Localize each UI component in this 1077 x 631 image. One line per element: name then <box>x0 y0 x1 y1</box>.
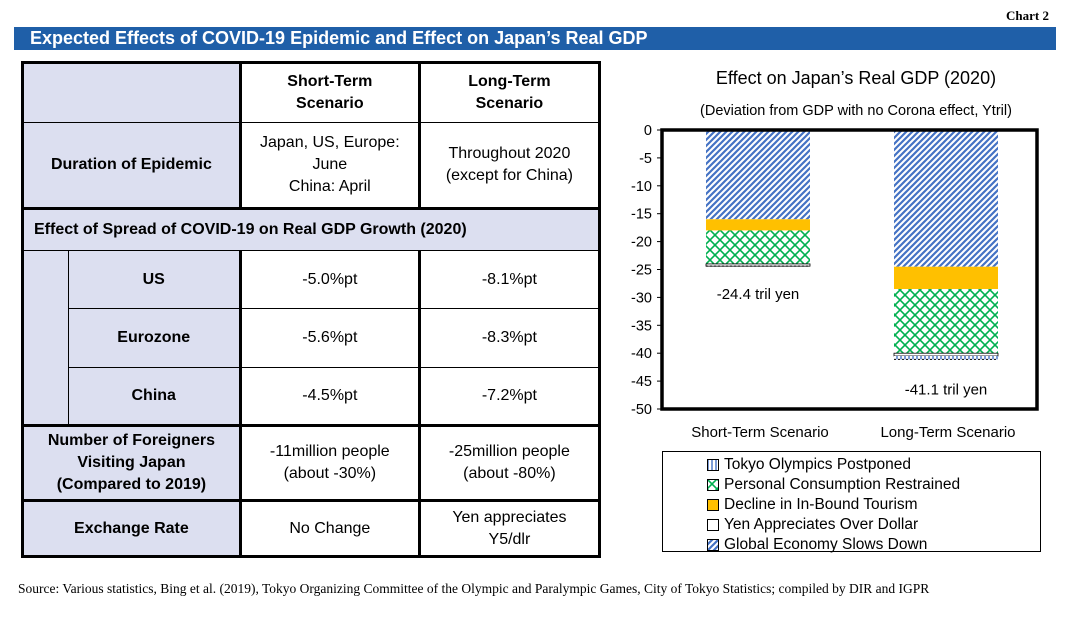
gdp-long-us: -8.1%pt <box>418 250 602 309</box>
y-tick-label: -5 <box>639 151 652 167</box>
chart-subtitle: (Deviation from GDP with no Corona effec… <box>700 103 1012 119</box>
x-tick-label: Long-Term Scenario <box>880 424 1015 441</box>
gdp-long-china: -7.2%pt <box>418 367 602 427</box>
y-tick-label: -25 <box>631 263 652 279</box>
row-label-foreigners: Number of Foreigners Visiting Japan (Compa… <box>21 425 242 502</box>
legend-item: Tokyo Olympics Postponed <box>707 455 1040 475</box>
gdp-short-eurozone: -5.6%pt <box>239 308 421 368</box>
y-tick-label: -45 <box>631 374 652 390</box>
bar-segment <box>706 219 810 231</box>
chart-legend: Tokyo Olympics Postponed Personal Consump… <box>662 451 1041 555</box>
gdp-row-label: Eurozone <box>67 308 242 368</box>
gdp-indent <box>21 250 69 427</box>
legend-swatch <box>707 459 719 471</box>
y-tick-label: -20 <box>631 235 652 251</box>
gdp-section-label: Effect of Spread of COVID-19 on Real GDP… <box>21 208 601 251</box>
legend-label: Yen Appreciates Over Dollar <box>724 516 919 533</box>
bar-segment <box>706 230 810 264</box>
legend-item: Yen Appreciates Over Dollar <box>707 515 1040 535</box>
bar-segment <box>894 266 998 290</box>
legend-label: Tokyo Olympics Postponed <box>724 456 911 473</box>
legend-swatch <box>707 479 719 491</box>
row-label-exchange: Exchange Rate <box>21 500 242 558</box>
gdp-short-us: -5.0%pt <box>239 250 421 309</box>
page-title: Expected Effects of COVID-19 Epidemic an… <box>14 27 1056 50</box>
bar-segment <box>894 355 998 360</box>
legend-swatch <box>707 519 719 531</box>
table-corner <box>21 61 242 123</box>
y-tick-label: -10 <box>631 179 652 195</box>
y-tick-label: -15 <box>631 207 652 223</box>
bar-segment <box>894 130 998 267</box>
y-tick-label: -40 <box>631 346 652 362</box>
duration-short: Japan, US, Europe: June China: April <box>239 122 421 210</box>
source-note: Source: Various statistics, Bing et al. … <box>18 581 930 596</box>
foreigners-long: -25million people (about -80%) <box>418 425 602 502</box>
y-tick-label: -30 <box>631 290 652 306</box>
plot-frame <box>660 128 1039 411</box>
bar-segment <box>706 130 810 220</box>
gdp-short-china: -4.5%pt <box>239 367 421 427</box>
legend-item: Global Economy Slows Down <box>707 535 1040 555</box>
legend-item: Decline in In-Bound Tourism <box>707 495 1040 515</box>
bar-segment <box>894 289 998 354</box>
gdp-long-eurozone: -8.3%pt <box>418 308 602 368</box>
row-label-duration: Duration of Epidemic <box>21 122 242 210</box>
exchange-short: No Change <box>239 500 421 558</box>
duration-long: Throughout 2020 (except for China) <box>418 122 602 210</box>
y-tick-label: 0 <box>644 123 652 139</box>
chart-number: Chart 2 <box>1006 8 1049 23</box>
legend-label: Global Economy Slows Down <box>724 536 928 553</box>
x-tick-label: Short-Term Scenario <box>691 424 829 441</box>
data-label: -24.4 tril yen <box>717 286 800 303</box>
legend-label: Decline in In-Bound Tourism <box>724 496 918 513</box>
legend-swatch <box>707 539 719 551</box>
gdp-row-label: China <box>67 367 242 427</box>
bar-segment <box>705 263 811 267</box>
bar-segment <box>893 352 999 357</box>
foreigners-short: -11million people (about -30%) <box>239 425 421 502</box>
gdp-row-label: US <box>67 250 242 309</box>
exchange-long: Yen appreciates Y5/dlr <box>418 500 602 558</box>
legend-swatch <box>707 499 719 511</box>
legend-item: Personal Consumption Restrained <box>707 475 1040 495</box>
col-header-short: Short-Term Scenario <box>239 61 421 123</box>
scenario-table: Short-Term Scenario Long-Term Scenario Dur… <box>21 61 602 558</box>
col-header-long: Long-Term Scenario <box>418 61 602 123</box>
data-label: -41.1 tril yen <box>905 381 988 398</box>
legend-label: Personal Consumption Restrained <box>724 476 961 493</box>
y-tick-label: -35 <box>631 318 652 334</box>
chart-title: Effect on Japan’s Real GDP (2020) <box>716 68 996 88</box>
y-tick-label: -50 <box>631 402 652 418</box>
